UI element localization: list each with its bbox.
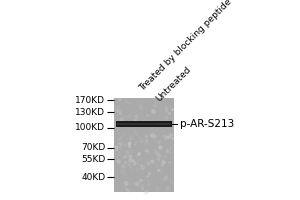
Text: 170KD: 170KD bbox=[75, 96, 105, 105]
Text: p-AR-S213: p-AR-S213 bbox=[180, 119, 234, 129]
Text: Untreated: Untreated bbox=[154, 65, 193, 103]
Text: 130KD: 130KD bbox=[75, 108, 105, 117]
Text: 70KD: 70KD bbox=[81, 143, 105, 152]
Bar bbox=[117, 123, 171, 125]
Text: 100KD: 100KD bbox=[75, 123, 105, 132]
Text: 55KD: 55KD bbox=[81, 155, 105, 164]
Bar bbox=[114, 98, 174, 192]
Text: 40KD: 40KD bbox=[81, 173, 105, 182]
Text: Treated by blocking peptide: Treated by blocking peptide bbox=[138, 0, 233, 93]
Bar bbox=[116, 121, 172, 127]
